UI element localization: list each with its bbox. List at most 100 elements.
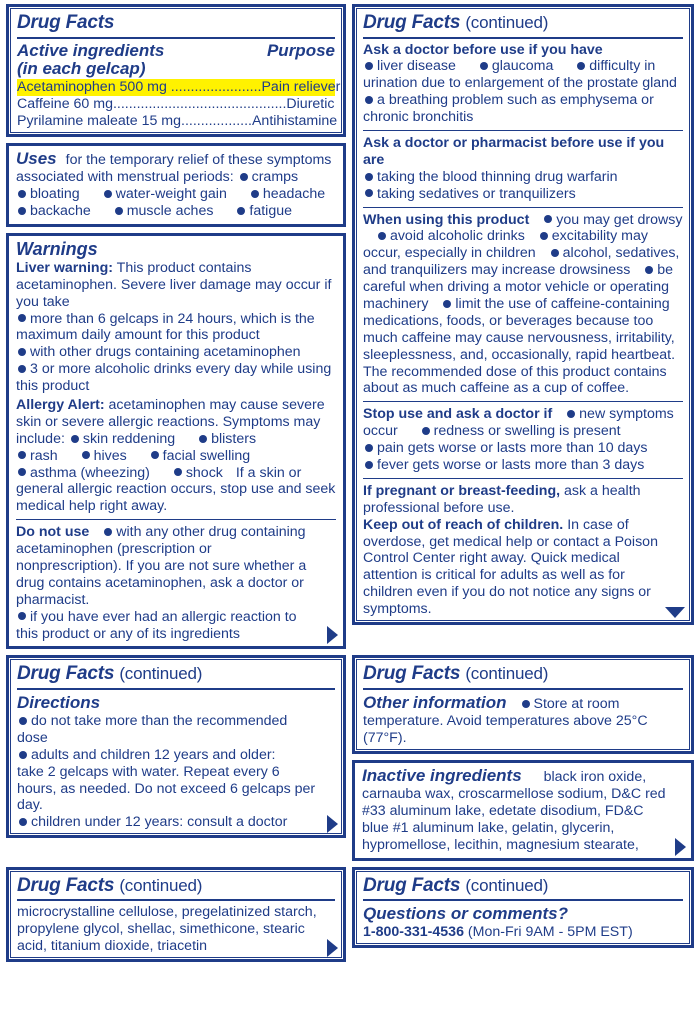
- when-using-item: alcohol, sedatives, and tranquilizers ma…: [363, 245, 680, 279]
- uses-row: bloating water-weight gain headache: [16, 186, 336, 203]
- do-not-use-block: Do not use with any other drug containin…: [16, 524, 336, 642]
- bullet-text: pain gets worse or lasts more than 10 da…: [377, 440, 648, 457]
- bullet-dot-icon: [81, 451, 90, 460]
- top-columns: Drug Facts Purpose Active ingredients (i…: [6, 4, 694, 650]
- inactive-ingredients-heading: Inactive ingredients: [362, 765, 522, 785]
- allergy-symptom: blisters: [211, 430, 257, 447]
- arrow-right-icon[interactable]: [327, 626, 338, 645]
- title-continued: (continued): [465, 664, 549, 684]
- leader-dots: ..................: [181, 112, 252, 129]
- pregnancy-text: ask a health professional before use.: [363, 482, 641, 516]
- use-item: fatigue: [249, 202, 292, 219]
- title-text: Drug Facts: [363, 663, 461, 685]
- panel-other-information: Drug Facts (continued) Other information…: [352, 655, 694, 754]
- ask-pharmacist-heading: Ask a doctor or pharmacist before use if…: [363, 134, 665, 168]
- use-item: headache: [262, 186, 326, 203]
- liver-warning-block: Liver warning: This product contains ace…: [16, 260, 336, 395]
- other-info-column: Drug Facts (continued) Other information…: [352, 655, 694, 861]
- allergy-symptom-row: rash hives facial swelling: [16, 448, 336, 465]
- directions-heading: Directions: [17, 692, 101, 712]
- bullet-text: if you have ever had an allergic reactio…: [16, 608, 297, 642]
- bullet-dot-icon: [645, 265, 654, 274]
- use-item: bloating: [30, 186, 80, 203]
- active-ingredients-heading: Active ingredients: [17, 40, 165, 60]
- page-title: Drug Facts (continued): [363, 12, 683, 36]
- allergy-symptom: rash: [30, 447, 58, 464]
- ask-pharmacist-item: taking sedatives or tranquilizers: [363, 186, 683, 203]
- bullet-text: more than 6 gelcaps in 24 hours, which i…: [16, 310, 315, 344]
- direction-item: adults and children 12 years and older:: [17, 747, 317, 764]
- use-item: cramps: [251, 169, 299, 186]
- uses-row: backache muscle aches fatigue: [16, 203, 336, 220]
- panel-inactive-continued: Drug Facts (continued) microcrystalline …: [6, 866, 346, 962]
- title-continued: (continued): [465, 875, 549, 895]
- liver-warning-bullet: with other drugs containing acetaminophe…: [16, 344, 336, 361]
- pregnancy-children-block: If pregnant or breast-feeding, ask a hea…: [363, 483, 683, 618]
- bullet-dot-icon: [365, 443, 373, 452]
- uses-heading: Uses: [16, 148, 57, 168]
- phone-number[interactable]: 1-800-331-4536: [363, 924, 464, 941]
- other-information-text: Store at room temperature. Avoid tempera…: [363, 695, 648, 747]
- inactive-continued-text: microcrystalline cellulose, pregelatiniz…: [17, 904, 317, 955]
- ingredient-name: Acetaminophen 500 mg: [17, 78, 167, 95]
- panel-warnings: Warnings Liver warning: This product con…: [6, 232, 346, 650]
- bullet-text: do not take more than the recommended do…: [17, 712, 288, 746]
- bullet-dot-icon: [18, 612, 26, 621]
- bullet-dot-icon: [365, 172, 373, 181]
- allergy-symptom: asthma (wheezing): [30, 464, 150, 481]
- ingredient-purpose: Diuretic: [286, 95, 335, 112]
- bullet-text: taking sedatives or tranquilizers: [377, 185, 576, 202]
- allergy-alert-block: Allergy Alert: acetaminophen may cause s…: [16, 397, 336, 515]
- title-text: Drug Facts: [363, 12, 461, 33]
- divider: [17, 899, 335, 902]
- divider: [363, 36, 683, 39]
- bullet-dot-icon: [365, 460, 373, 469]
- divider: [363, 477, 683, 479]
- bullet-dot-icon: [18, 206, 26, 215]
- allergy-alert-label: Allergy Alert:: [16, 397, 105, 413]
- ask-doctor-block: Ask a doctor before use if you have live…: [363, 42, 683, 126]
- use-item: water-weight gain: [115, 186, 227, 203]
- bullet-dot-icon: [173, 468, 182, 477]
- do-not-use-label: Do not use: [16, 524, 90, 541]
- page-title: Drug Facts (continued): [363, 663, 683, 687]
- bullet-text: adults and children 12 years and older:: [31, 746, 276, 763]
- bullet-dot-icon: [577, 62, 586, 71]
- allergy-symptom: shock: [185, 464, 223, 481]
- do-not-use-text: with any other drug containing acetamino…: [16, 524, 307, 608]
- left-column: Drug Facts Purpose Active ingredients (i…: [6, 4, 346, 650]
- directions-body: do not take more than the recommended do…: [17, 713, 335, 831]
- arrow-right-icon[interactable]: [327, 938, 338, 957]
- bullet-dot-icon: [19, 716, 27, 725]
- title-text: Drug Facts: [363, 874, 461, 896]
- bullet-dot-icon: [521, 699, 530, 708]
- bullet-dot-icon: [237, 206, 246, 215]
- bullet-dot-icon: [19, 750, 27, 759]
- ingredient-row-acetaminophen: Acetaminophen 500 mg ...................…: [17, 78, 340, 96]
- bullet-dot-icon: [70, 434, 79, 443]
- directions-column: Drug Facts (continued) Directions do not…: [6, 655, 346, 839]
- divider: [17, 36, 335, 39]
- direction-item: children under 12 years: consult a docto…: [17, 814, 317, 831]
- bullet-dot-icon: [18, 451, 26, 460]
- arrow-right-icon[interactable]: [327, 815, 338, 834]
- bullet-dot-icon: [19, 818, 27, 827]
- page-title: Drug Facts (continued): [363, 875, 683, 899]
- panel-questions: Drug Facts (continued) Questions or comm…: [352, 866, 694, 949]
- do-not-use-bullet: if you have ever had an allergic reactio…: [16, 609, 318, 643]
- when-using-item: excitability may occur, especially in ch…: [363, 228, 648, 262]
- allergy-symptom: facial swelling: [162, 447, 251, 464]
- page-title: Drug Facts: [17, 12, 115, 33]
- bullet-dot-icon: [365, 62, 373, 71]
- bullet-dot-icon: [104, 527, 113, 536]
- when-using-item: limit the use of caffeine-containing med…: [363, 295, 676, 397]
- bullet-dot-icon: [18, 189, 26, 198]
- divider: [363, 899, 683, 902]
- ingredient-purpose: Pain reliever: [261, 78, 341, 95]
- divider: [363, 206, 683, 208]
- bullet-dot-icon: [103, 189, 112, 198]
- arrow-down-icon[interactable]: [665, 607, 685, 619]
- bullet-dot-icon: [114, 206, 123, 215]
- divider: [17, 687, 335, 690]
- arrow-right-icon[interactable]: [675, 837, 686, 856]
